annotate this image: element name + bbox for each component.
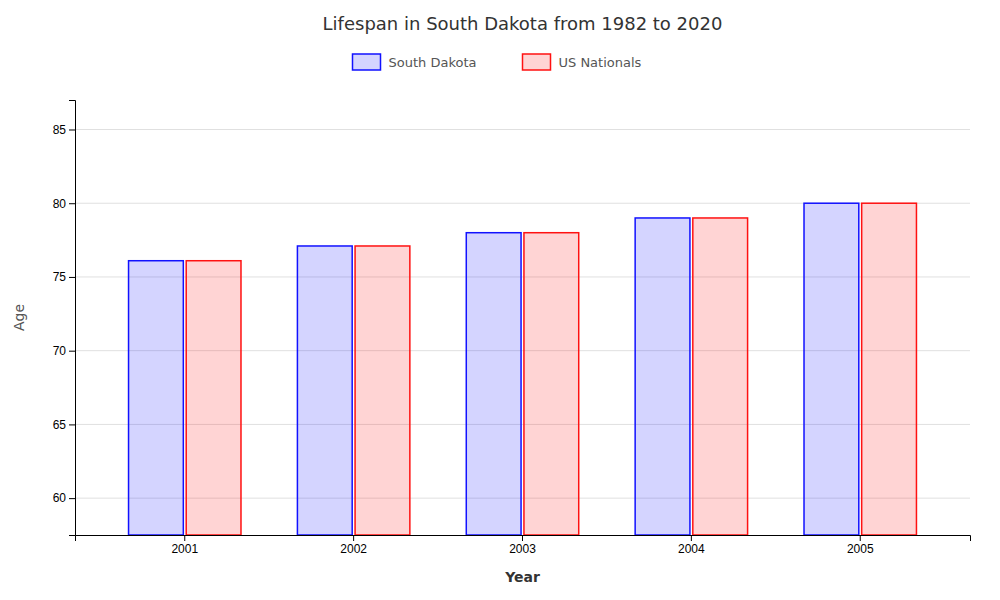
x-tick-mark [691, 535, 692, 541]
chart: 2001 2002 2003 2004 2005 60 65 70 75 80 85 Lifespan… [0, 0, 1000, 600]
x-tick-label: 2002 [340, 542, 367, 556]
x-tick-mark [522, 535, 523, 541]
y-tick-label: 85 [53, 123, 67, 137]
x-tick-mark [184, 535, 185, 541]
title: Lifespan in South Dakota from 1982 to 20… [323, 13, 723, 34]
bar [355, 246, 410, 535]
x-axis-line [76, 536, 971, 542]
legend-item: US Nationals [523, 54, 642, 70]
x-tick-label: 2003 [509, 542, 536, 556]
y-tick: 70 [53, 344, 75, 358]
y-tick: 75 [53, 270, 75, 284]
y-tick-mark [69, 277, 75, 278]
y-tick-label: 60 [53, 491, 67, 505]
bar [186, 261, 241, 535]
plot: 2001 2002 2003 2004 2005 60 65 70 75 80 85 [53, 101, 971, 556]
bar [693, 218, 748, 535]
y-tick-mark [69, 498, 75, 499]
bar [466, 233, 521, 535]
bar-series [186, 203, 916, 535]
y-tick: 80 [53, 197, 75, 211]
x-tick-label: 2005 [847, 542, 874, 556]
x-axis-title: Year [504, 569, 540, 585]
y-tick-label: 75 [53, 270, 67, 284]
y-tick: 85 [53, 123, 75, 137]
bar [862, 203, 917, 535]
x-tick-mark [353, 535, 354, 541]
legend-label: South Dakota [389, 55, 477, 70]
x-tick: 2005 [847, 535, 874, 556]
bar [524, 233, 579, 535]
legend-item: South Dakota [353, 54, 477, 70]
y-tick-mark [69, 203, 75, 204]
y-tick: 65 [53, 418, 75, 432]
bar [297, 246, 352, 535]
legend-label: US Nationals [559, 55, 642, 70]
y-axis-title: Age [11, 304, 27, 331]
legend-swatch [523, 54, 551, 70]
y-axis: 60 65 70 75 80 85 [53, 101, 76, 536]
x-tick-label: 2001 [171, 542, 198, 556]
y-tick-mark [69, 351, 75, 352]
y-axis-line [69, 101, 76, 536]
bar [804, 203, 859, 535]
y-tick-label: 80 [53, 197, 67, 211]
x-axis: 2001 2002 2003 2004 2005 [76, 535, 971, 556]
x-tick-label: 2004 [678, 542, 705, 556]
y-tick-label: 65 [53, 418, 67, 432]
x-tick: 2004 [678, 535, 705, 556]
x-tick: 2001 [171, 535, 198, 556]
x-tick-mark [860, 535, 861, 541]
x-tick: 2002 [340, 535, 367, 556]
y-tick: 60 [53, 491, 75, 505]
x-tick: 2003 [509, 535, 536, 556]
bars [129, 203, 917, 535]
legend-swatch [353, 54, 381, 70]
bar [635, 218, 690, 535]
grid-line [75, 129, 970, 130]
legend: South Dakota US Nationals [353, 54, 642, 70]
y-tick-label: 70 [53, 344, 67, 358]
bar-series [129, 203, 859, 535]
y-tick-mark [69, 129, 75, 130]
y-tick-mark [69, 424, 75, 425]
bar [129, 261, 184, 535]
